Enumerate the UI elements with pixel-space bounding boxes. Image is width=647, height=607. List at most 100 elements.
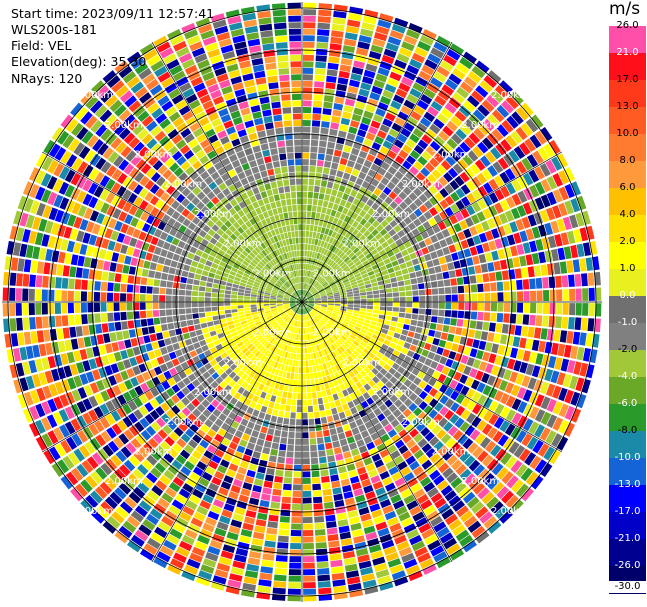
radar-gate [244,296,251,300]
radar-gate [540,178,552,193]
radar-gate [81,314,88,325]
radar-gate [325,235,331,243]
radar-gate [336,267,342,274]
radar-gate [231,305,238,310]
radar-gate [143,335,151,344]
radar-gate [386,306,393,312]
radar-gate [275,423,283,431]
radar-gate [307,244,311,251]
ppi-plot: 2.00km2.00km2.00km2.00km2.00km2.00km2.00… [2,2,602,602]
radar-gate [372,38,386,48]
radar-gate [439,188,449,198]
radar-gate [157,256,166,265]
radar-gate [479,80,493,93]
radar-gate [340,274,347,279]
radar-gate [570,198,581,213]
radar-gate [444,183,455,195]
radar-gate [540,194,551,208]
radar-gate [390,210,399,219]
radar-gate [487,114,500,127]
radar-gate [429,140,441,152]
radar-gate [360,82,372,91]
radar-gate [69,326,77,338]
radar-gate [403,122,415,132]
radar-gate [555,275,562,288]
radar-gate [451,310,458,318]
radar-gate [353,107,364,116]
radar-gate [173,321,181,329]
radar-gate [405,285,412,291]
radar-gate [499,334,508,345]
radar-gate [159,309,166,317]
radar-gate [344,32,358,41]
radar-gate [424,342,432,351]
radar-gate [450,115,463,127]
radar-gate [415,76,428,87]
radar-gate [495,143,507,156]
radar-gate [311,211,316,219]
radar-gate [257,466,267,474]
radar-gate [316,285,322,290]
radar-gate [282,371,287,378]
radar-gate [429,123,441,135]
radar-gate [323,501,334,509]
radar-gate [436,164,447,175]
radar-gate [364,9,379,19]
radar-gate [399,297,406,302]
radar-gate [436,249,444,258]
radar-gate [543,143,556,158]
radar-gate [277,390,283,397]
radar-gate [331,566,344,574]
radar-gate [313,496,323,504]
radar-gate [582,288,589,301]
radar-gate [199,280,207,287]
radar-gate [331,572,345,581]
radar-gate [505,134,518,148]
radar-gate [412,127,424,138]
radar-gate [392,287,399,293]
radar-gate [302,399,307,406]
radar-gate [466,180,477,192]
radar-gate [572,331,581,345]
radar-gate [386,237,395,245]
radar-gate [557,343,566,357]
radar-gate [460,208,470,219]
radar-gate [352,247,360,254]
radar-gate [436,35,451,48]
radar-gate [277,535,289,543]
radar-gate [224,294,231,298]
radar-gate [579,258,587,272]
radar-gate [480,155,491,168]
radar-gate [351,147,360,156]
radar-gate [491,109,505,123]
radar-gate [397,257,405,265]
radar-gate [87,313,95,324]
radar-gate [429,207,438,217]
radar-gate [302,490,312,498]
radar-gate [347,195,355,203]
radar-gate [442,125,454,137]
radar-gate [107,312,114,322]
radar-gate [121,274,128,283]
radar-gate [96,259,105,270]
radar-gate [482,208,492,219]
radar-gate [191,296,198,302]
radar-gate [463,346,472,356]
radar-gate [368,216,376,225]
radar-gate [70,254,79,266]
radar-gate [375,108,386,117]
radar-gate [306,292,311,298]
radar-gate [141,327,149,336]
radar-gate [332,217,339,225]
radar-gate [519,142,531,156]
radar-gate [320,384,326,391]
radar-gate [252,484,262,493]
radar-gate [81,279,88,290]
radar-gate [191,260,199,268]
radar-gate [159,287,166,295]
radar-gate [348,251,355,259]
radar-gate [259,572,273,581]
radar-gate [425,309,432,316]
radar-gate [386,250,395,258]
radar-gate [62,327,70,339]
